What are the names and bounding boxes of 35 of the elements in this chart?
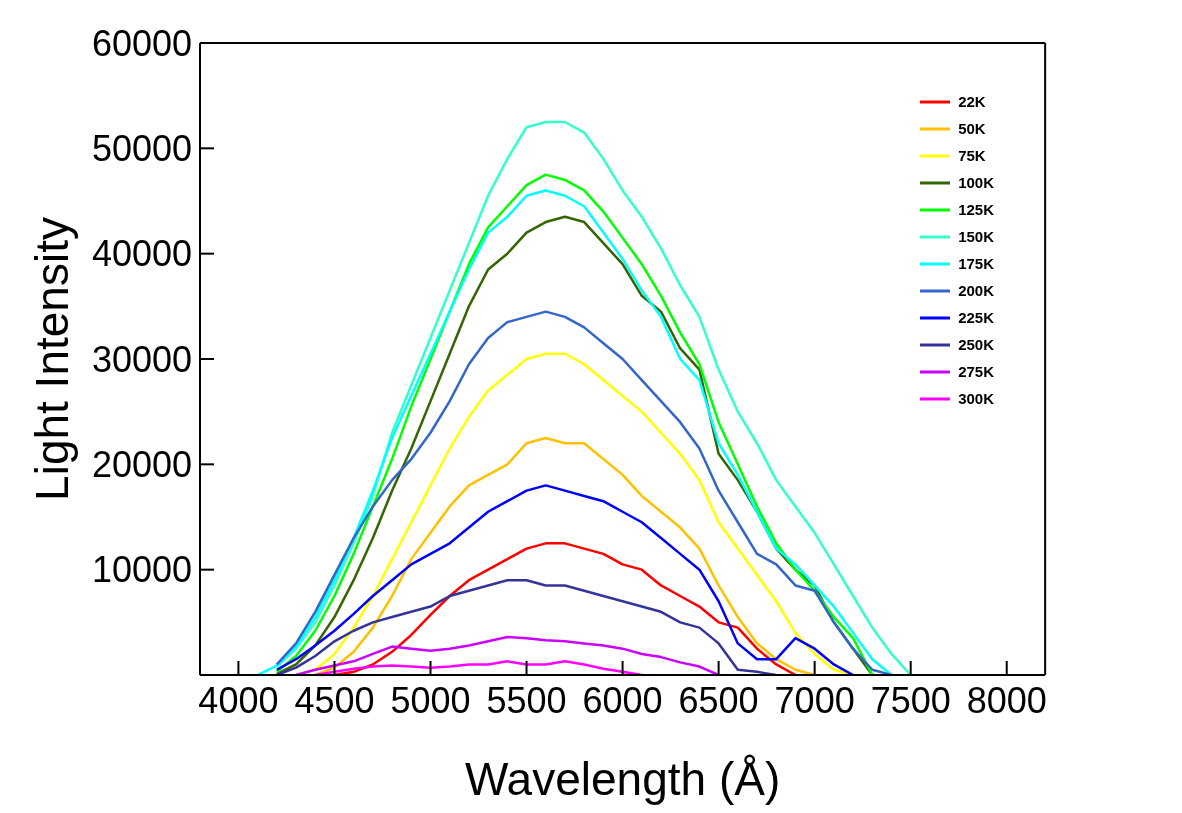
x-tick-label: 7500	[870, 679, 951, 721]
x-tick-label: 6000	[582, 679, 663, 721]
legend-label: 200K	[958, 282, 994, 299]
x-tick-label: 5000	[390, 679, 471, 721]
x-tick-label: 5500	[486, 679, 567, 721]
legend-label: 75K	[958, 147, 986, 164]
x-tick-label: 4500	[294, 679, 375, 721]
legend-label: 50K	[958, 120, 986, 137]
x-tick-label: 8000	[966, 679, 1047, 721]
legend-label: 175K	[958, 255, 994, 272]
y-tick-label: 60000	[91, 22, 192, 64]
y-tick-label: 20000	[91, 444, 192, 486]
x-tick-label: 6500	[678, 679, 759, 721]
y-tick-label: 10000	[91, 549, 192, 591]
y-tick-label: 40000	[91, 233, 192, 275]
legend-label: 300K	[958, 390, 994, 407]
legend-label: 250K	[958, 336, 994, 353]
legend-label: 275K	[958, 363, 994, 380]
line-series	[275, 310, 893, 675]
line-series	[294, 635, 720, 675]
y-tick-label: 50000	[91, 128, 192, 170]
y-tick-label: 30000	[91, 338, 192, 380]
line-series	[314, 436, 816, 675]
legend-label: 125K	[958, 201, 994, 218]
legend-label: 22K	[958, 93, 986, 110]
line-series	[333, 542, 797, 675]
legend-label: 150K	[958, 228, 994, 245]
line-series	[275, 578, 778, 675]
y-axis-title: Light Intensity	[26, 217, 79, 501]
legend-label: 225K	[958, 309, 994, 326]
legend-label: 100K	[958, 174, 994, 191]
x-tick-label: 4000	[198, 679, 279, 721]
line-series	[275, 484, 855, 675]
x-tick-label: 7000	[774, 679, 855, 721]
x-axis-title: Wavelength (Å)	[464, 753, 781, 805]
